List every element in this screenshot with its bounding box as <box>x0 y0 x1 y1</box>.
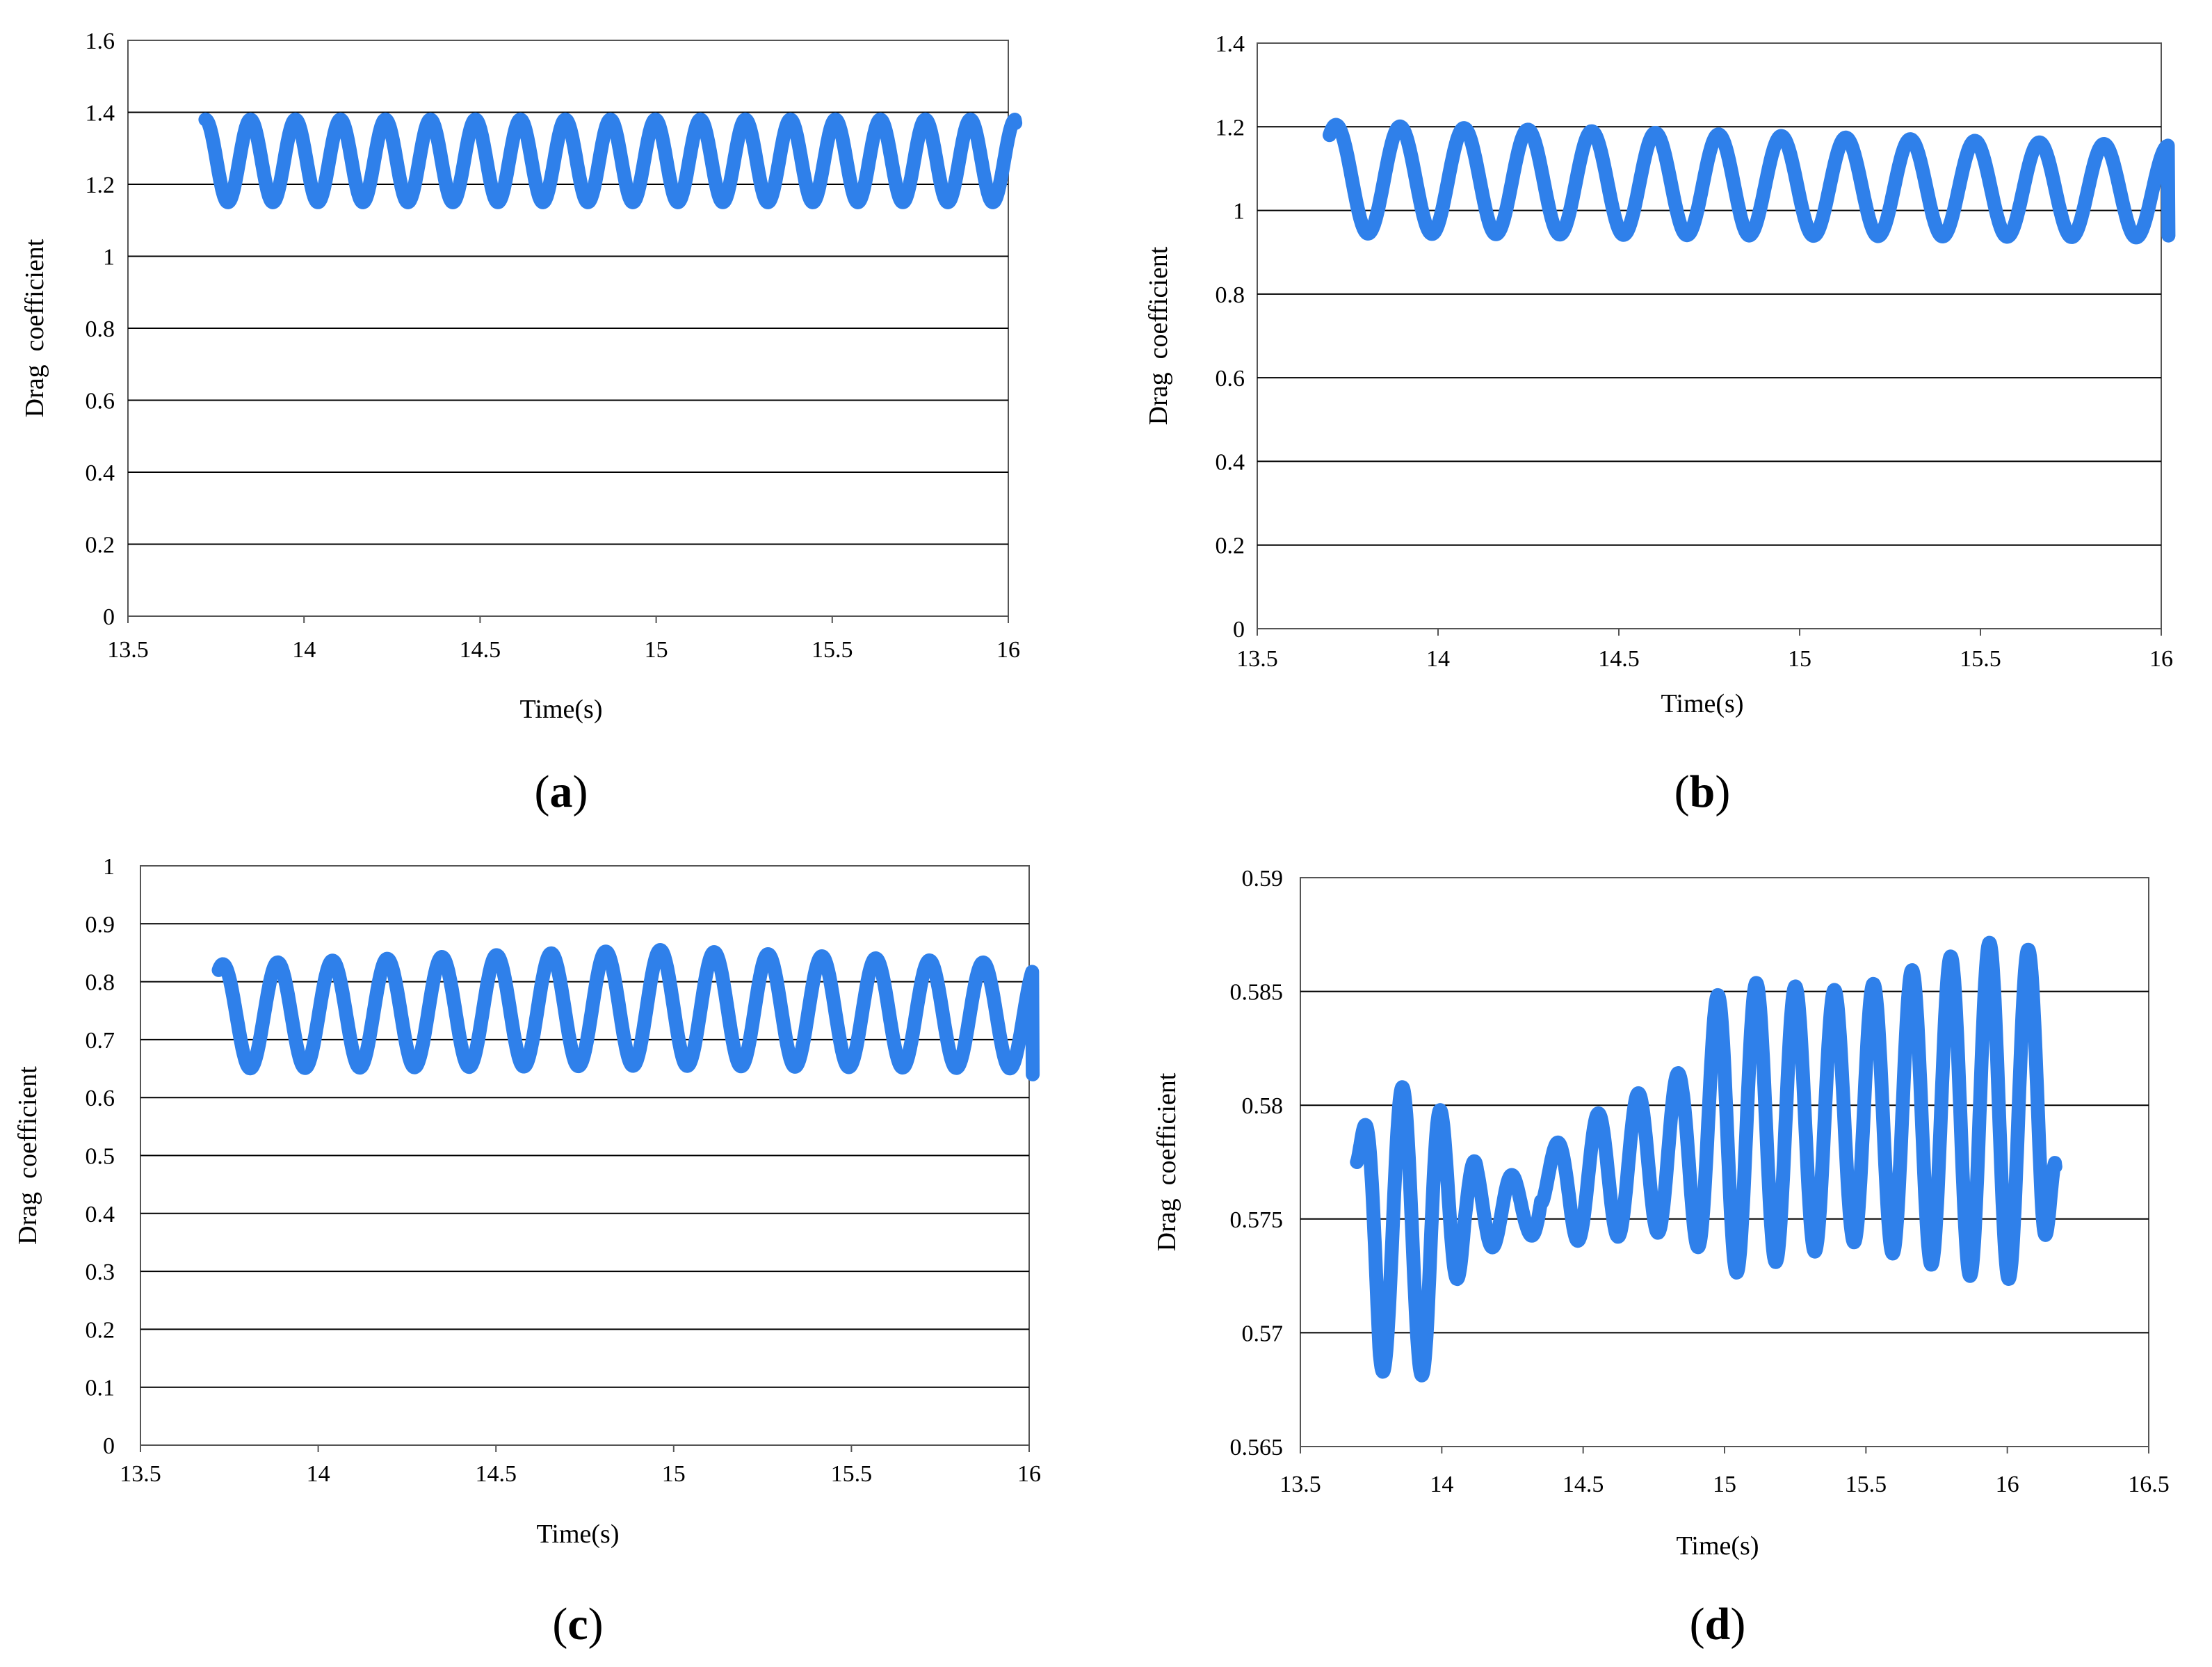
panel-label: (a) <box>535 766 588 817</box>
y-tick-label: 0.585 <box>1230 980 1284 1006</box>
y-tick-label: 0 <box>103 604 115 630</box>
panel-label: (b) <box>1674 766 1731 817</box>
y-tick-label: 1.2 <box>1216 115 1245 140</box>
y-tick-label: 0.565 <box>1230 1435 1284 1460</box>
y-tick-label: 0.2 <box>86 533 115 558</box>
panel-label-letter: c <box>567 1599 588 1650</box>
y-tick-label: 1 <box>1233 199 1245 225</box>
x-tick-label: 14.5 <box>1598 646 1640 672</box>
x-tick-label: 13.5 <box>1279 1472 1321 1497</box>
y-axis-label: Drag coefficient <box>13 1066 42 1245</box>
panel-label-letter: b <box>1690 766 1715 817</box>
x-tick-label: 16 <box>2149 646 2173 672</box>
x-tick-label: 15.5 <box>1960 646 2001 672</box>
x-tick-label: 16 <box>1017 1461 1041 1487</box>
y-tick-label: 0 <box>103 1433 115 1459</box>
y-tick-label: 0.6 <box>86 1086 115 1111</box>
x-tick-label: 15.5 <box>1846 1472 1887 1497</box>
x-tick-label: 14 <box>1426 646 1450 672</box>
panel-d: 0.565 0.57 0.575 0.58 0.585 0.59 13.5 14 14.5 15 1… <box>1152 866 2170 1650</box>
y-tick-label: 0.5 <box>86 1144 115 1170</box>
panel-b: 0 0.2 0.4 0.6 0.8 1 1.2 1.4 13.5 14 14.5 15 15.5 16 Ti… <box>1144 31 2176 817</box>
y-tick-label: 0.8 <box>86 316 115 342</box>
y-tick-label: 0.8 <box>1216 282 1245 308</box>
panel-c: 0 0.1 0.2 0.3 0.4 0.5 0.6 0.7 0.8 0.9 1 13.5 14 14.5 1… <box>13 854 1041 1650</box>
y-tick-label: 0.3 <box>86 1259 115 1285</box>
x-tick-label: 15 <box>1713 1472 1736 1497</box>
x-tick-label: 15.5 <box>831 1461 873 1487</box>
y-tick-label: 0.8 <box>86 970 115 996</box>
y-tick-label: 1 <box>103 245 115 271</box>
series-line-0 <box>211 943 1040 1081</box>
x-tick-label: 14.5 <box>460 637 501 663</box>
x-tick-label: 14 <box>292 637 316 663</box>
x-axis-label: Time(s) <box>520 695 603 724</box>
series-line-0 <box>1323 118 2176 245</box>
x-tick-label: 14.5 <box>475 1461 517 1487</box>
x-axis-label: Time(s) <box>1661 689 1744 718</box>
y-tick-label: 0.2 <box>1216 533 1245 559</box>
y-tick-label: 1.2 <box>86 172 115 198</box>
x-tick-label: 16.5 <box>2128 1472 2170 1497</box>
x-axis-label: Time(s) <box>1677 1531 1759 1561</box>
panel-a: 0 0.2 0.4 0.6 0.8 1 1.2 1.4 1.6 13.5 14 14.5 15 15.5 1… <box>20 29 1023 817</box>
y-tick-label: 0.59 <box>1242 866 1284 892</box>
x-tick-label: 13.5 <box>107 637 149 663</box>
y-tick-label: 1.4 <box>86 101 115 127</box>
y-tick-label: 0.6 <box>86 389 115 414</box>
series-line-0 <box>198 112 1023 209</box>
y-tick-label: 1.6 <box>86 29 115 54</box>
x-tick-label: 15 <box>662 1461 686 1487</box>
y-axis-label: Drag coefficient <box>1144 246 1173 425</box>
x-tick-label: 14.5 <box>1563 1472 1604 1497</box>
y-tick-label: 1 <box>103 854 115 880</box>
panel-label: (d) <box>1690 1599 1746 1650</box>
y-tick-label: 0.6 <box>1216 366 1245 392</box>
y-tick-label: 0.7 <box>86 1028 115 1054</box>
y-tick-label: 0.2 <box>86 1317 115 1343</box>
x-tick-label: 16 <box>1996 1472 2019 1497</box>
y-tick-label: 0.57 <box>1242 1321 1284 1346</box>
x-tick-label: 13.5 <box>1236 646 1278 672</box>
x-tick-label: 16 <box>996 637 1020 663</box>
x-tick-label: 14 <box>1430 1472 1453 1497</box>
y-tick-label: 0.4 <box>1216 449 1245 475</box>
series-line-0 <box>1350 935 2062 1383</box>
y-tick-label: 0.575 <box>1230 1207 1284 1233</box>
x-tick-label: 15 <box>1788 646 1811 672</box>
y-axis-label: Drag coefficient <box>1152 1072 1181 1251</box>
y-tick-label: 0.9 <box>86 912 115 937</box>
y-tick-label: 0 <box>1233 617 1245 643</box>
y-tick-label: 0.4 <box>86 1202 115 1227</box>
y-tick-label: 0.1 <box>86 1376 115 1401</box>
plot-area <box>1257 42 2162 629</box>
x-tick-label: 14 <box>307 1461 330 1487</box>
panel-label-letter: a <box>550 766 573 817</box>
x-tick-label: 15.5 <box>812 637 853 663</box>
y-tick-label: 0.4 <box>86 460 115 486</box>
panel-label-letter: d <box>1705 1599 1731 1650</box>
y-axis-label: Drag coefficient <box>20 239 49 417</box>
x-tick-label: 15 <box>645 637 668 663</box>
y-tick-label: 1.4 <box>1216 31 1245 57</box>
y-tick-label: 0.58 <box>1242 1093 1284 1119</box>
panel-label: (c) <box>552 1599 603 1650</box>
x-tick-label: 13.5 <box>120 1461 161 1487</box>
x-axis-label: Time(s) <box>537 1520 620 1549</box>
